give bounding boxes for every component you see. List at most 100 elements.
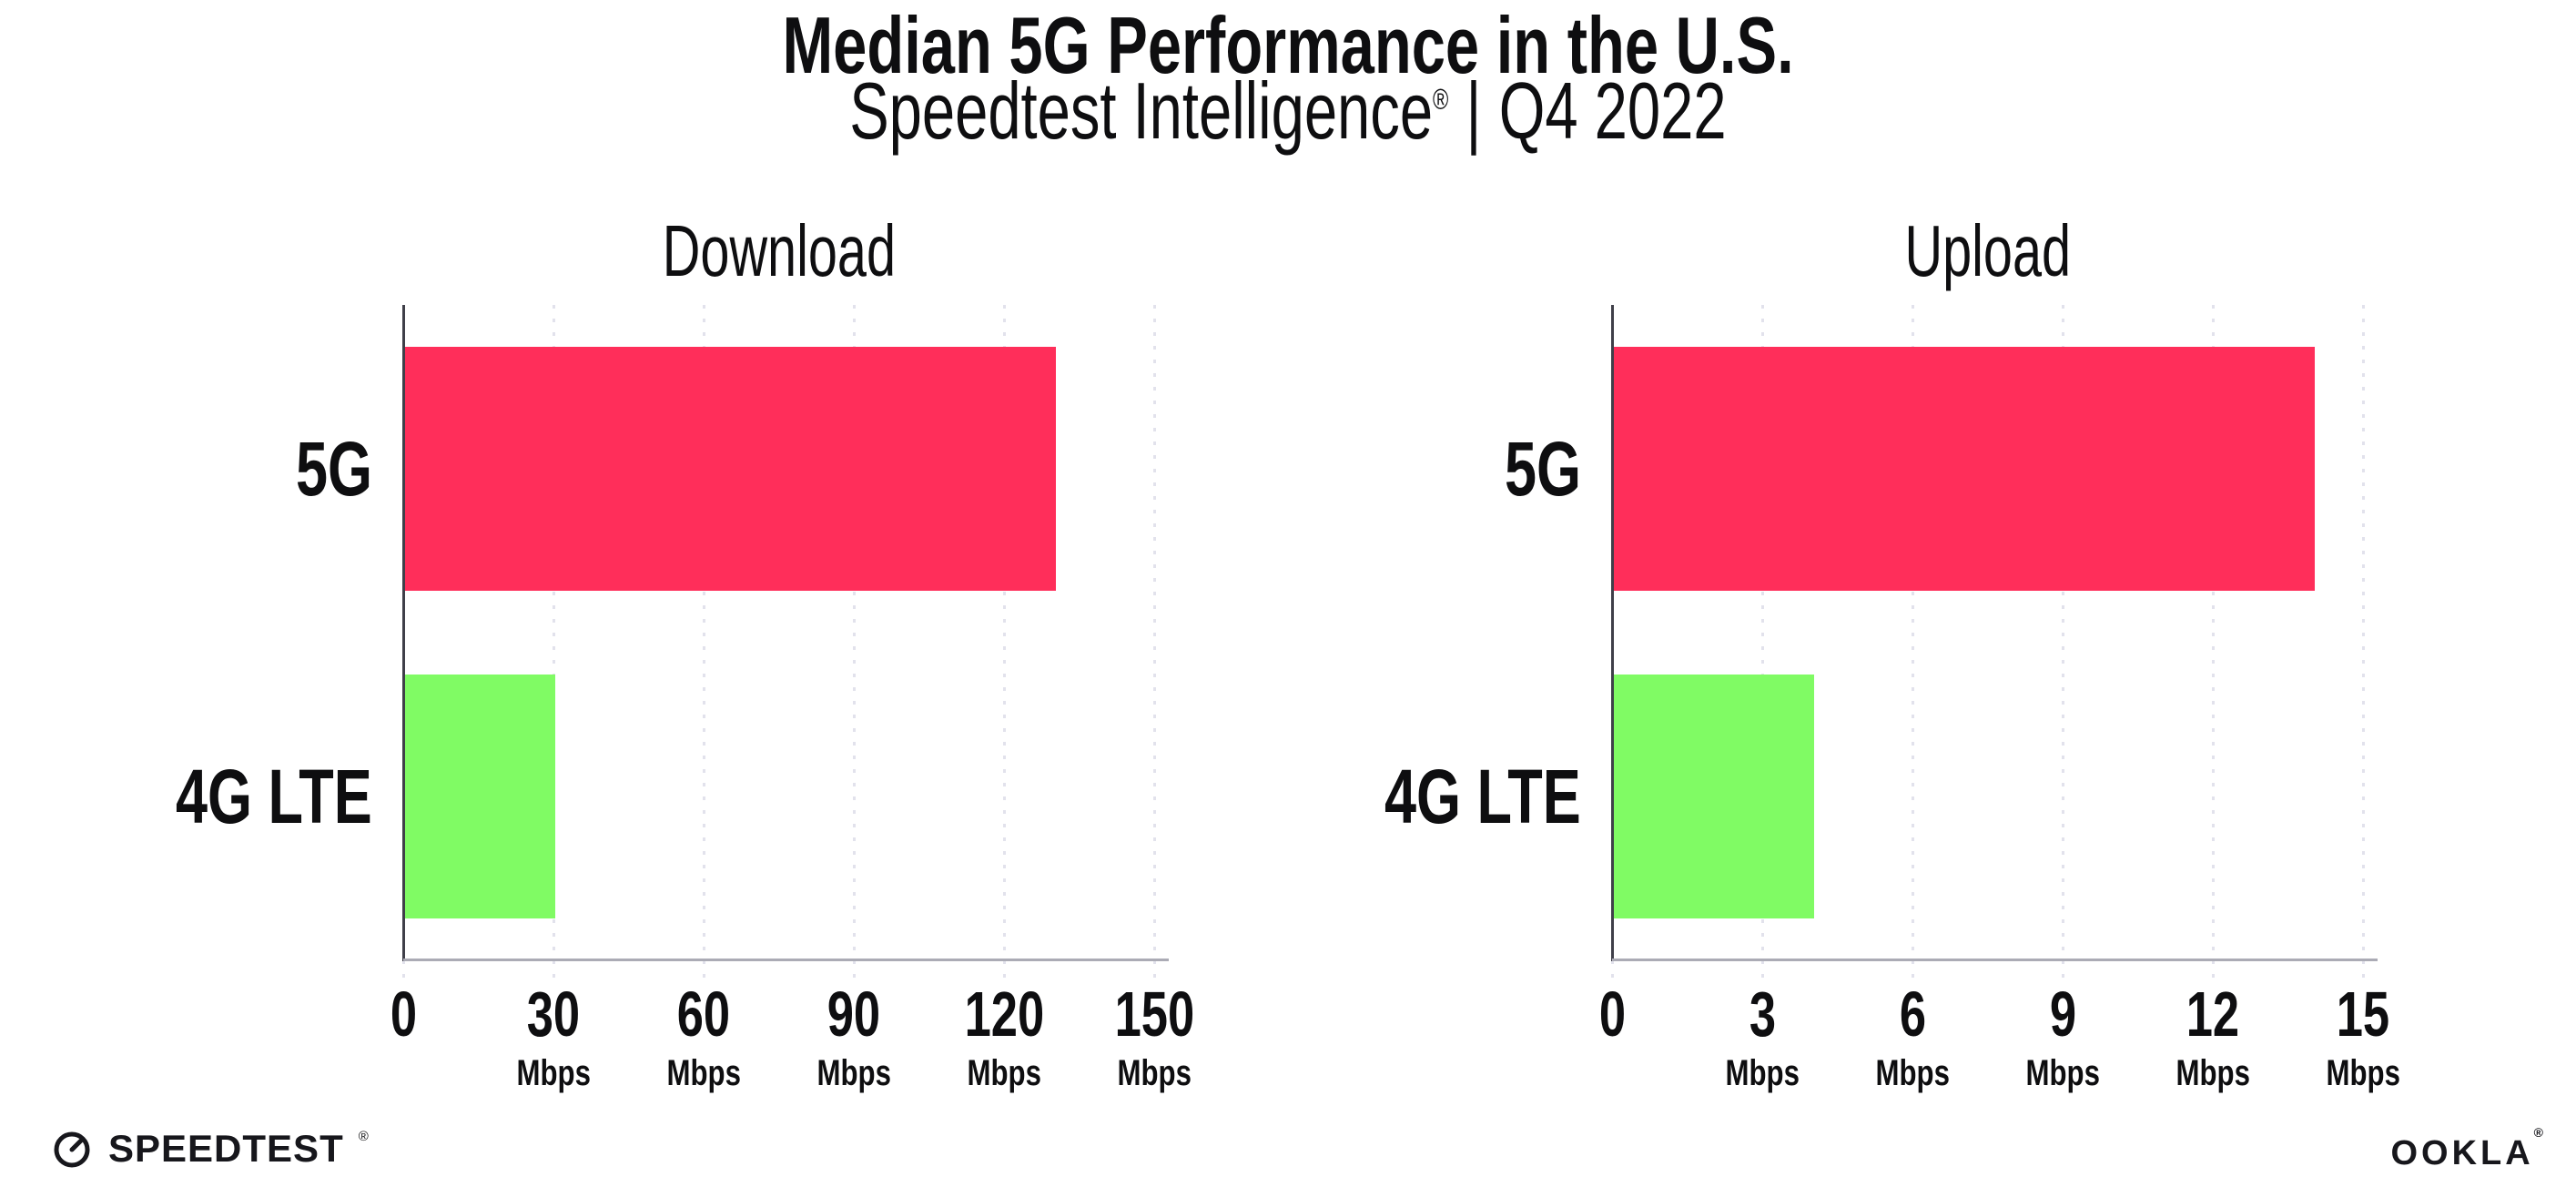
x-tick-unit-text: Mbps	[2175, 1053, 2250, 1093]
x-tick-unit-label: Mbps	[2254, 1054, 2472, 1092]
x-tick-value-text: 150	[1114, 979, 1194, 1050]
x-tick-label: 120 Mbps	[895, 981, 1113, 1092]
category-label-4g-lte: 4G LTE	[1175, 742, 1581, 851]
x-tick-value: 120	[895, 981, 1113, 1047]
x-axis-line	[1612, 959, 2378, 961]
grid-line	[853, 305, 856, 981]
speedtest-registered-mark: ®	[358, 1128, 369, 1144]
registered-mark: ®	[1433, 83, 1449, 117]
page-title: Median 5G Performance in the U.S.	[0, 2, 2576, 89]
x-tick-label: 0	[294, 981, 512, 1047]
speedtest-logo-text: SPEEDTEST	[108, 1127, 344, 1170]
x-tick-unit-label: Mbps	[594, 1054, 813, 1092]
x-tick-label: 3 Mbps	[1653, 981, 1871, 1092]
grid-line	[1153, 305, 1156, 981]
x-tick-label: 30 Mbps	[444, 981, 663, 1092]
x-tick-value: 30	[444, 981, 663, 1047]
page-title-text: Median 5G Performance in the U.S.	[782, 0, 1794, 90]
ookla-registered-mark: ®	[2533, 1125, 2543, 1141]
page-subtitle: Speedtest Intelligence® | Q4 2022	[0, 69, 2576, 170]
x-tick-unit-text: Mbps	[1117, 1053, 1192, 1093]
x-tick-unit-text: Mbps	[1725, 1053, 1800, 1093]
chart-title-text: Download	[662, 210, 896, 291]
ookla-logo: OOKLA®	[2390, 1125, 2543, 1173]
x-tick-unit-label: Mbps	[1653, 1054, 1871, 1092]
x-tick-value: 3	[1653, 981, 1871, 1047]
x-tick-value: 0	[1503, 981, 1721, 1047]
x-tick-value-text: 3	[1749, 979, 1776, 1050]
x-tick-value: 90	[745, 981, 963, 1047]
bar-4g-lte	[1614, 675, 1814, 918]
grid-line	[2062, 305, 2064, 981]
x-tick-value: 60	[594, 981, 813, 1047]
x-tick-label: 9 Mbps	[1953, 981, 2172, 1092]
category-label-5g: 5G	[0, 414, 372, 523]
x-tick-value-text: 60	[676, 979, 731, 1050]
x-tick-unit-label: Mbps	[1803, 1054, 2022, 1092]
x-tick-value: 6	[1803, 981, 2022, 1047]
x-tick-unit-text: Mbps	[2025, 1053, 2100, 1093]
x-tick-value-text: 30	[526, 979, 581, 1050]
ookla-logo-text: OOKLA	[2390, 1134, 2534, 1172]
x-tick-value-text: 15	[2336, 979, 2390, 1050]
grid-line	[1761, 305, 1764, 981]
subtitle-divider: |	[1465, 66, 1482, 156]
x-tick-unit-text: Mbps	[1875, 1053, 1950, 1093]
x-tick-unit-text: Mbps	[967, 1053, 1041, 1093]
x-tick-value: 150	[1045, 981, 1263, 1047]
x-tick-unit-label: Mbps	[2104, 1054, 2322, 1092]
x-tick-unit-label: Mbps	[745, 1054, 963, 1092]
x-tick-value-text: 90	[827, 979, 881, 1050]
grid-line	[2212, 305, 2215, 981]
y-axis-spine	[1611, 305, 1614, 961]
subtitle-brand: Speedtest Intelligence	[849, 66, 1434, 156]
category-label-text: 5G	[295, 426, 372, 512]
grid-line	[2362, 305, 2365, 981]
bar-5g	[1614, 347, 2315, 591]
speedtest-logo: SPEEDTEST ®	[50, 1127, 369, 1171]
x-tick-label: 60 Mbps	[594, 981, 813, 1092]
grid-line	[1912, 305, 1914, 981]
x-tick-label: 0	[1503, 981, 1721, 1047]
x-tick-value-text: 6	[1899, 979, 1926, 1050]
x-tick-value-text: 120	[964, 979, 1044, 1050]
x-tick-value-text: 0	[1598, 979, 1626, 1050]
grid-line	[1003, 305, 1006, 981]
x-tick-unit-text: Mbps	[666, 1053, 741, 1093]
category-label-text: 4G LTE	[176, 754, 372, 839]
category-label-text: 5G	[1504, 426, 1581, 512]
speedtest-gauge-icon	[54, 1131, 90, 1168]
x-tick-unit-text: Mbps	[516, 1053, 591, 1093]
x-tick-unit-text: Mbps	[2326, 1053, 2400, 1093]
chart-title: Upload	[1612, 213, 2363, 289]
x-tick-label: 12 Mbps	[2104, 981, 2322, 1092]
x-tick-value: 0	[294, 981, 512, 1047]
x-tick-label: 15 Mbps	[2254, 981, 2472, 1092]
chart-title: Download	[403, 213, 1154, 289]
x-tick-unit-label: Mbps	[444, 1054, 663, 1092]
x-tick-unit-label: Mbps	[895, 1054, 1113, 1092]
x-tick-value: 9	[1953, 981, 2172, 1047]
x-tick-value-text: 0	[390, 979, 417, 1050]
grid-line	[553, 305, 555, 981]
category-label-4g-lte: 4G LTE	[0, 742, 372, 851]
x-tick-unit-text: Mbps	[816, 1053, 891, 1093]
category-label-text: 4G LTE	[1384, 754, 1581, 839]
x-tick-unit-label: Mbps	[1953, 1054, 2172, 1092]
x-tick-unit-label: Mbps	[1045, 1054, 1263, 1092]
bar-5g	[405, 347, 1056, 591]
x-tick-value-text: 9	[2049, 979, 2076, 1050]
bar-4g-lte	[405, 675, 555, 918]
category-label-5g: 5G	[1175, 414, 1581, 523]
x-tick-value: 12	[2104, 981, 2322, 1047]
x-tick-value-text: 12	[2186, 979, 2240, 1050]
grid-line	[703, 305, 705, 981]
x-axis-line	[403, 959, 1169, 961]
x-tick-label: 6 Mbps	[1803, 981, 2022, 1092]
subtitle-period: Q4 2022	[1498, 66, 1727, 156]
x-tick-label: 90 Mbps	[745, 981, 963, 1092]
chart-title-text: Upload	[1904, 210, 2071, 291]
